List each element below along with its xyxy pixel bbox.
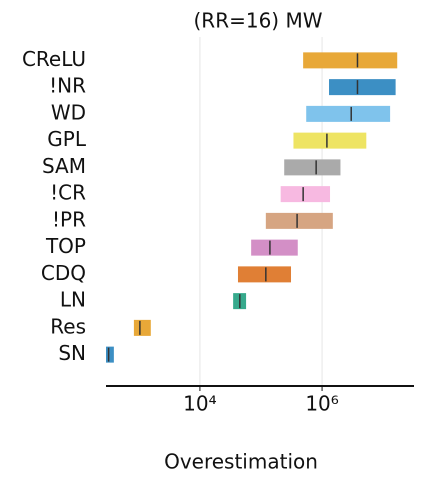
y-tick-label: LN	[60, 288, 86, 312]
y-tick-label: Res	[50, 314, 86, 338]
y-tick-label: CReLU	[22, 47, 86, 71]
x-tick-label: 10⁴	[183, 392, 216, 416]
interval-bar	[329, 79, 396, 96]
y-tick-label: GPL	[47, 127, 87, 151]
chart-title: (RR=16) MW	[194, 9, 323, 33]
y-tick-label: SN	[58, 341, 86, 365]
interval-bar	[251, 239, 298, 256]
interval-bar	[284, 159, 341, 176]
interval-bar	[306, 105, 391, 122]
y-tick-label: !NR	[49, 74, 86, 98]
y-tick-label: WD	[51, 100, 86, 124]
interval-bar	[293, 132, 367, 149]
y-tick-label: !PR	[52, 207, 86, 231]
x-axis-label: Overestimation	[164, 450, 318, 474]
y-tick-label: !CR	[50, 181, 86, 205]
x-tick-label: 10⁶	[305, 392, 338, 416]
interval-bar	[133, 319, 151, 336]
interval-bar	[237, 266, 292, 283]
interval-bar	[265, 212, 333, 229]
interval-bar	[106, 346, 114, 363]
y-tick-label: TOP	[45, 234, 86, 258]
interval-bar	[303, 52, 398, 69]
y-tick-label: CDQ	[41, 261, 86, 285]
y-tick-label: SAM	[42, 154, 86, 178]
interval-bar	[280, 186, 331, 203]
